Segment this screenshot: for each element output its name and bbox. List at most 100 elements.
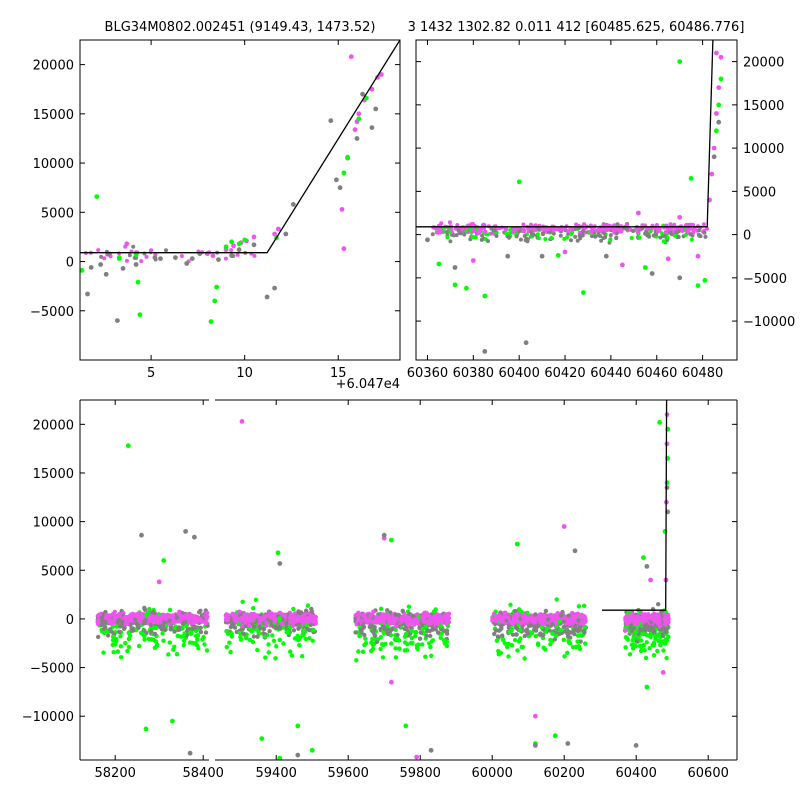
data-point-baseline <box>540 232 545 236</box>
data-point-baseline <box>522 656 527 661</box>
data-point-baseline <box>385 615 390 620</box>
data-point-green <box>170 718 175 724</box>
data-point-magenta <box>716 85 722 90</box>
data-point-baseline <box>167 607 173 613</box>
data-point-gray <box>505 253 511 259</box>
data-point-baseline <box>111 635 117 640</box>
data-point-baseline <box>126 630 131 635</box>
data-point-baseline <box>565 235 569 240</box>
data-point-baseline <box>661 239 666 244</box>
data-point-baseline <box>493 615 498 620</box>
data-point-green <box>464 285 469 291</box>
data-point-magenta <box>714 111 719 116</box>
data-point-baseline <box>589 229 594 234</box>
data-point-magenta <box>636 210 641 216</box>
data-point-baseline <box>631 634 636 640</box>
data-point-baseline <box>514 234 519 239</box>
data-point-baseline <box>258 626 263 631</box>
title-right: 3 1432 1302.82 0.011 412 [60485.625, 604… <box>408 20 745 35</box>
data-point-baseline <box>195 637 200 642</box>
data-point-baseline <box>426 641 432 646</box>
data-point-baseline <box>270 633 275 638</box>
data-point-baseline <box>118 644 124 649</box>
data-point-baseline <box>629 642 634 647</box>
data-point-baseline <box>201 634 206 640</box>
data-point-baseline <box>417 626 422 631</box>
data-point-baseline <box>444 628 450 633</box>
data-point-baseline <box>140 615 145 620</box>
data-point-baseline <box>297 643 302 648</box>
data-point-baseline <box>581 614 586 619</box>
data-point-baseline <box>580 233 585 238</box>
data-point-baseline <box>130 628 136 633</box>
data-point-baseline <box>545 617 551 622</box>
data-point-baseline <box>182 638 187 644</box>
data-point-baseline <box>506 654 511 659</box>
data-point-gray <box>428 747 434 753</box>
data-point-baseline <box>184 623 189 629</box>
data-point-gray <box>677 275 683 281</box>
data-point-baseline <box>414 643 420 648</box>
data-point-baseline <box>301 632 306 638</box>
data-point-baseline <box>443 612 448 618</box>
data-point-baseline <box>96 634 101 640</box>
data-point-baseline <box>362 632 367 638</box>
data-point-baseline <box>300 628 306 633</box>
data-point-gray <box>360 91 365 97</box>
data-point-baseline <box>653 634 658 640</box>
data-point-baseline <box>172 644 177 649</box>
data-point-baseline <box>247 637 252 642</box>
data-point-gray <box>283 231 289 237</box>
data-point-baseline <box>241 632 247 637</box>
data-point-baseline <box>512 637 518 643</box>
data-point-baseline <box>507 630 513 635</box>
model-curve <box>416 40 714 228</box>
data-point-baseline <box>650 617 655 622</box>
data-point-baseline <box>577 646 583 652</box>
data-point-baseline <box>522 633 527 639</box>
data-point-baseline <box>385 631 391 637</box>
data-point-baseline <box>648 229 653 234</box>
data-point-baseline <box>110 612 116 617</box>
data-point-baseline <box>277 637 282 643</box>
data-point-green <box>143 726 149 732</box>
data-point-gray <box>381 532 387 538</box>
data-point-baseline <box>416 614 422 619</box>
data-point-baseline <box>637 627 643 632</box>
data-point-magenta <box>378 72 384 77</box>
data-point-baseline <box>544 626 550 631</box>
data-point-baseline <box>656 638 662 644</box>
data-point-baseline <box>223 256 228 261</box>
data-point-baseline <box>402 626 407 631</box>
data-point-baseline <box>147 606 152 612</box>
data-point-baseline <box>517 607 522 613</box>
data-point-baseline <box>227 640 232 645</box>
data-point-magenta <box>352 127 358 132</box>
data-point-baseline <box>506 615 511 621</box>
data-point-baseline <box>687 227 692 231</box>
data-point-green <box>133 252 139 257</box>
data-point-baseline <box>458 231 463 236</box>
data-point-gray <box>425 237 430 243</box>
data-point-gray <box>369 125 375 130</box>
data-point-baseline <box>161 638 166 643</box>
data-point-baseline <box>370 636 375 642</box>
data-point-baseline <box>272 619 278 624</box>
data-point-baseline <box>602 231 607 236</box>
data-point-baseline <box>198 608 203 613</box>
data-point-baseline <box>264 620 269 625</box>
data-point-baseline <box>521 222 526 227</box>
data-point-baseline <box>633 629 639 634</box>
axes-frame <box>79 39 401 361</box>
data-point-baseline <box>229 248 234 253</box>
data-point-baseline <box>430 627 435 632</box>
data-point-baseline <box>523 619 528 624</box>
data-point-baseline <box>554 597 559 602</box>
data-point-baseline <box>476 231 480 236</box>
data-point-baseline <box>423 654 428 659</box>
data-point-baseline <box>551 231 556 236</box>
data-point-gray <box>633 743 639 748</box>
y-tick-label: 15000 <box>743 99 784 114</box>
x-tick-label: 59800 <box>400 766 441 781</box>
data-point-baseline <box>361 622 366 627</box>
